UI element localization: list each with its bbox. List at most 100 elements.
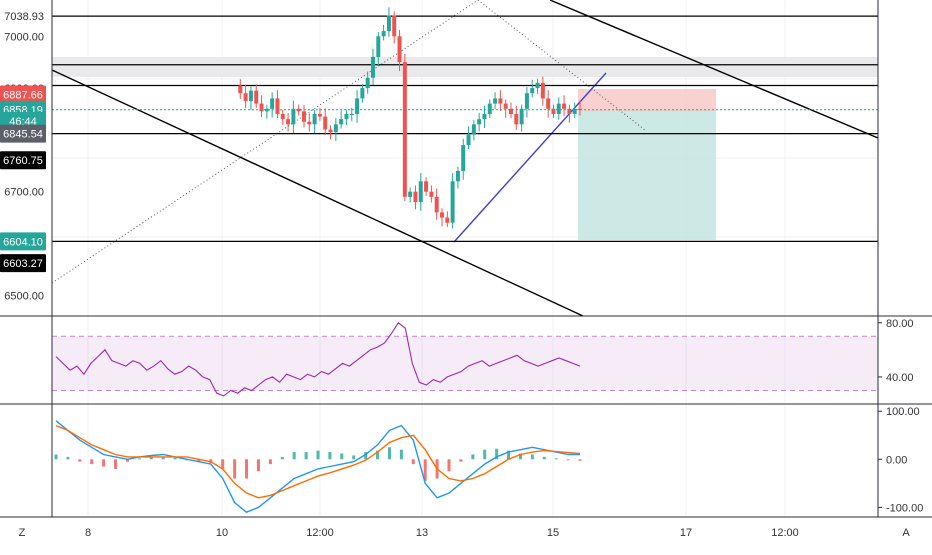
histogram-bar-positive — [137, 458, 141, 460]
candle-up — [365, 77, 370, 89]
candle-down — [445, 217, 450, 223]
candle-down — [434, 196, 439, 213]
histogram-bar-negative — [566, 459, 570, 461]
grid-lines — [52, 0, 878, 517]
candle-down — [317, 113, 322, 117]
time-tick-label: 8 — [85, 527, 91, 539]
candle-down — [275, 98, 280, 114]
histogram-bar-negative — [90, 459, 94, 465]
horizontal-levels[interactable] — [52, 15, 878, 243]
candle-down — [514, 113, 519, 125]
candle-up — [339, 119, 344, 125]
candle-up — [461, 145, 466, 171]
candle-up — [450, 181, 455, 223]
histogram-bar-negative — [78, 459, 82, 462]
histogram-bar-positive — [280, 456, 284, 460]
time-axis[interactable]: 8 10 12:00 13 15 17 12:00 — [85, 527, 799, 539]
auto-scale-label: A — [902, 527, 910, 539]
histogram-bar-negative — [245, 459, 249, 479]
histogram-bar-negative — [102, 459, 106, 467]
histogram-bar-positive — [352, 455, 356, 460]
dotted-trend-line-rising[interactable] — [51, 0, 479, 284]
candle-up — [344, 113, 349, 120]
macd-tick-label: -100.00 — [886, 502, 923, 514]
histogram-bar-positive — [554, 458, 558, 460]
candle-down — [254, 90, 259, 104]
zoom-reset-button[interactable]: Z — [19, 527, 26, 539]
candle-up — [355, 98, 360, 114]
time-tick-label: 17 — [680, 527, 692, 539]
candle-down — [429, 191, 434, 197]
candle-up — [556, 103, 561, 114]
price-pane[interactable] — [51, 0, 879, 317]
time-tick-label: 15 — [547, 527, 559, 539]
histogram-bar-positive — [340, 453, 344, 460]
candle-up — [270, 98, 275, 109]
candle-up — [381, 31, 386, 37]
candle-up — [376, 36, 381, 57]
price-badge-label: 6604.10 — [3, 236, 43, 248]
channel-upper-line[interactable] — [549, 0, 879, 139]
auto-scale-button[interactable]: A — [902, 527, 910, 539]
candle-up — [248, 90, 253, 102]
candle-down — [243, 93, 248, 102]
candle-down — [567, 108, 572, 114]
stop-loss-area[interactable] — [578, 89, 716, 112]
histogram-bar-negative — [233, 459, 237, 479]
channel-lower-line[interactable] — [51, 69, 584, 317]
time-tick-label: 13 — [416, 527, 428, 539]
zoom-reset-label: Z — [19, 527, 26, 539]
take-profit-area[interactable] — [578, 112, 716, 240]
candle-up — [418, 181, 423, 203]
histogram-bar-positive — [149, 456, 153, 460]
candle-down — [286, 119, 291, 125]
candle-up — [493, 98, 498, 104]
candle-down — [413, 191, 418, 203]
histogram-bar-positive — [364, 452, 368, 460]
candle-down — [323, 116, 328, 130]
histogram-bar-positive — [495, 448, 499, 460]
candle-down — [546, 98, 551, 109]
histogram-bar-negative — [578, 459, 582, 461]
candle-down — [540, 82, 545, 99]
price-badge — [0, 254, 46, 273]
price-badge — [0, 151, 46, 170]
histogram-bar-negative — [411, 459, 415, 465]
candlesticks — [238, 7, 582, 229]
price-badge-label: 6845.54 — [3, 129, 43, 141]
candle-up — [524, 93, 529, 109]
histogram-bar-positive — [471, 454, 475, 460]
histogram-bar-positive — [507, 450, 511, 460]
candle-down — [440, 212, 444, 218]
rsi-pane[interactable] — [52, 321, 878, 397]
candle-down — [498, 98, 503, 104]
candle-down — [259, 103, 264, 112]
rsi-tick-label: 40.00 — [886, 372, 914, 384]
histogram-bar-positive — [399, 449, 403, 460]
price-badge — [0, 232, 46, 251]
histogram-bar-positive — [292, 452, 296, 460]
macd-axis[interactable]: 100.00 0.00 -100.00 — [878, 406, 923, 514]
candle-up — [466, 134, 471, 146]
histogram-bar-negative — [447, 459, 451, 472]
histogram-bar-positive — [304, 452, 308, 460]
rsi-axis[interactable]: 80.00 40.00 — [878, 318, 914, 384]
candle-down — [328, 129, 333, 133]
candle-down — [509, 108, 513, 114]
histogram-bar-positive — [376, 450, 380, 460]
candle-down — [296, 108, 301, 112]
histogram-bar-negative — [221, 459, 225, 469]
price-badge-label: 6887.66 — [3, 89, 43, 101]
macd-pane[interactable] — [54, 420, 582, 514]
candle-down — [402, 62, 407, 197]
candle-up — [264, 108, 269, 112]
histogram-bar-negative — [197, 459, 201, 462]
price-tick-label: 7038.93 — [4, 11, 44, 23]
histogram-bar-positive — [316, 450, 320, 460]
price-badge — [0, 124, 46, 143]
rising-trendline[interactable] — [453, 72, 607, 243]
candle-down — [397, 36, 402, 63]
